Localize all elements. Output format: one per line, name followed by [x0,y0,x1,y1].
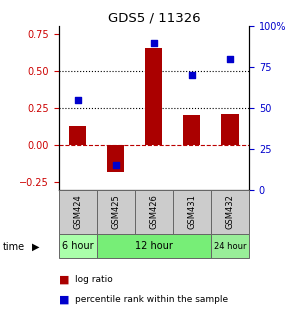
Text: ■: ■ [59,275,69,284]
Text: ■: ■ [59,294,69,304]
Bar [145,48,162,145]
Text: time: time [3,242,25,252]
Title: GDS5 / 11326: GDS5 / 11326 [108,12,200,25]
Bar [183,115,200,145]
Point [190,73,194,78]
Text: GSM431: GSM431 [188,194,196,229]
Bar [59,190,97,234]
Bar [59,234,97,258]
Text: GSM424: GSM424 [73,194,82,229]
Text: 12 hour: 12 hour [135,241,173,251]
Text: 24 hour: 24 hour [214,242,246,250]
Bar [135,190,173,234]
Bar [97,234,211,258]
Bar [173,190,211,234]
Point [75,97,80,102]
Bar [211,234,249,258]
Bar [211,190,249,234]
Text: GSM425: GSM425 [111,194,120,229]
Text: 6 hour: 6 hour [62,241,93,251]
Text: GSM432: GSM432 [226,194,234,229]
Text: ▶: ▶ [32,242,40,252]
Point [113,163,118,168]
Text: log ratio: log ratio [75,275,113,284]
Bar [107,145,124,172]
Bar [97,190,135,234]
Point [151,40,156,45]
Text: GSM426: GSM426 [149,194,158,229]
Bar [222,114,239,145]
Text: percentile rank within the sample: percentile rank within the sample [75,295,228,304]
Bar [69,126,86,145]
Point [228,56,232,61]
